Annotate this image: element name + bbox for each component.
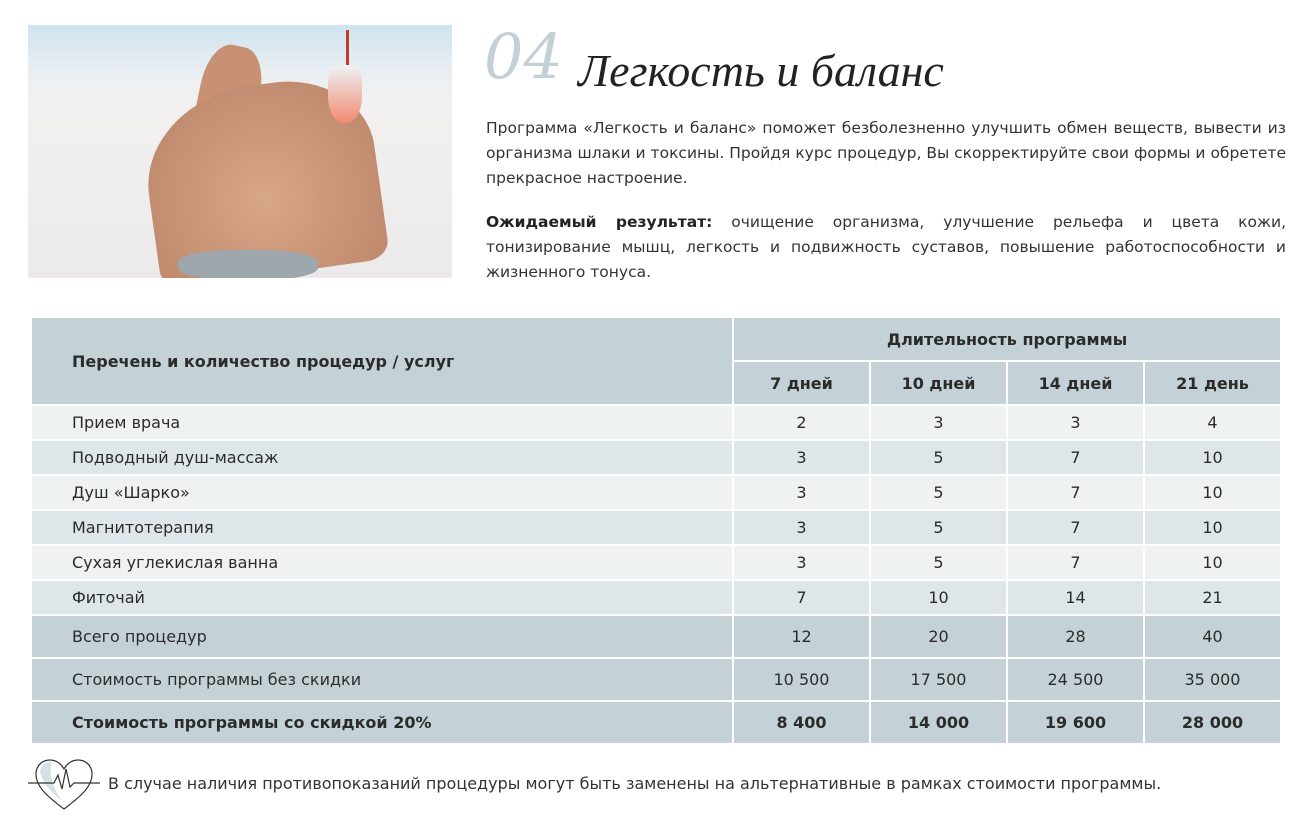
row-label: Стоимость программы со скидкой 20%: [30, 700, 734, 745]
cell-value: 10: [869, 579, 1008, 616]
table-row: Прием врача 2 3 3 4: [30, 404, 1282, 441]
table-row: Фиточай 7 10 14 21: [30, 579, 1282, 616]
photo-drink: [328, 65, 362, 123]
cell-value: 35 000: [1143, 657, 1282, 702]
cell-value: 17 500: [869, 657, 1008, 702]
cell-value: 7: [732, 579, 871, 616]
cell-value: 28 000: [1143, 700, 1282, 745]
table-row: Стоимость программы без скидки 10 500 17 5…: [30, 657, 1282, 702]
col-header-duration: 7 дней: [732, 360, 871, 406]
cell-value: 3: [732, 439, 871, 476]
table-row: Сухая углекислая ванна 3 5 7 10: [30, 544, 1282, 581]
program-table: Перечень и количество процедур / услуг Д…: [30, 316, 1282, 745]
row-label: Душ «Шарко»: [30, 474, 734, 511]
col-header-duration: 21 день: [1143, 360, 1282, 406]
cell-value: 7: [1006, 509, 1145, 546]
table-row: Подводный душ-массаж 3 5 7 10: [30, 439, 1282, 476]
cell-value: 7: [1006, 544, 1145, 581]
cell-value: 10: [1143, 439, 1282, 476]
row-label: Всего процедур: [30, 614, 734, 659]
cell-value: 40: [1143, 614, 1282, 659]
cell-value: 19 600: [1006, 700, 1145, 745]
cell-value: 12: [732, 614, 871, 659]
cell-value: 14 000: [869, 700, 1008, 745]
cell-value: 5: [869, 474, 1008, 511]
row-label: Прием врача: [30, 404, 734, 441]
cell-value: 3: [1006, 404, 1145, 441]
col-header-duration: 14 дней: [1006, 360, 1145, 406]
cell-value: 2: [732, 404, 871, 441]
cell-value: 7: [1006, 439, 1145, 476]
intro-text: Программа «Легкость и баланс» поможет бе…: [486, 119, 1286, 187]
cell-value: 10: [1143, 544, 1282, 581]
cell-value: 3: [732, 474, 871, 511]
row-label: Фиточай: [30, 579, 734, 616]
heart-pulse-icon: [28, 759, 100, 810]
cell-value: 10: [1143, 509, 1282, 546]
cell-value: 5: [869, 439, 1008, 476]
cell-value: 24 500: [1006, 657, 1145, 702]
col-header-procedures: Перечень и количество процедур / услуг: [30, 316, 734, 406]
row-label: Сухая углекислая ванна: [30, 544, 734, 581]
row-label: Стоимость программы без скидки: [30, 657, 734, 702]
result-text: очищение организма, улучшение рельефа и …: [486, 213, 1286, 281]
footnote: В случае наличия противопоказаний процед…: [108, 774, 1162, 793]
photo-straw: [346, 30, 349, 80]
section-number: 04: [484, 20, 563, 93]
photo-bikini: [178, 250, 318, 278]
cell-value: 5: [869, 509, 1008, 546]
col-header-duration: 10 дней: [869, 360, 1008, 406]
table-row: Магнитотерапия 3 5 7 10: [30, 509, 1282, 546]
cell-value: 28: [1006, 614, 1145, 659]
cell-value: 3: [732, 509, 871, 546]
result-label: Ожидаемый результат:: [486, 213, 713, 231]
cell-value: 3: [869, 404, 1008, 441]
cell-value: 5: [869, 544, 1008, 581]
page-title: Легкость и баланс: [578, 45, 944, 96]
cell-value: 21: [1143, 579, 1282, 616]
cell-value: 7: [1006, 474, 1145, 511]
beach-photo: [28, 25, 452, 278]
cell-value: 14: [1006, 579, 1145, 616]
cell-value: 8 400: [732, 700, 871, 745]
cell-value: 3: [732, 544, 871, 581]
cell-value: 10 500: [732, 657, 871, 702]
row-label: Магнитотерапия: [30, 509, 734, 546]
table-row: Всего процедур 12 20 28 40: [30, 614, 1282, 659]
table-row: Стоимость программы со скидкой 20% 8 400 1…: [30, 700, 1282, 745]
cell-value: 10: [1143, 474, 1282, 511]
cell-value: 4: [1143, 404, 1282, 441]
row-label: Подводный душ-массаж: [30, 439, 734, 476]
cell-value: 20: [869, 614, 1008, 659]
group-header-duration: Длительность программы: [732, 316, 1282, 362]
expected-result: Ожидаемый результат: очищение организма,…: [486, 210, 1286, 285]
table-row: Душ «Шарко» 3 5 7 10: [30, 474, 1282, 511]
